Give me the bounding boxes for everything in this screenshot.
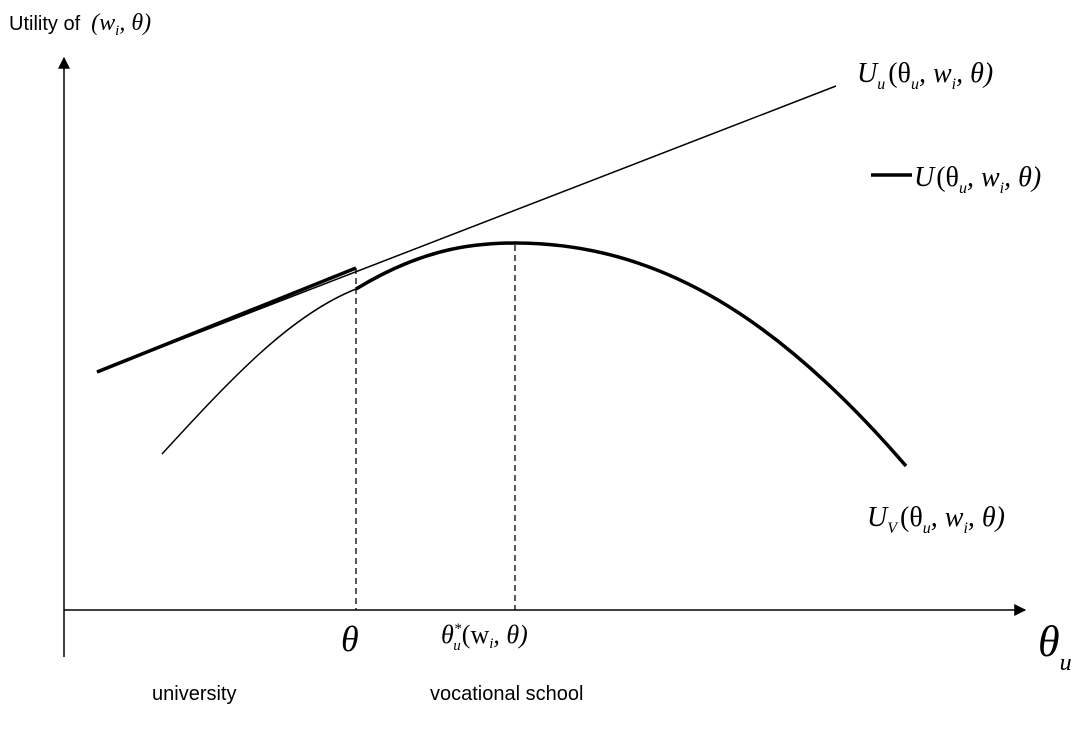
marker-theta: θ	[341, 619, 359, 659]
x-axis-label: θu	[1038, 617, 1072, 676]
marker-theta-star: θ* u(wi, θ)	[441, 620, 528, 654]
label-U: U(θu, wi, θ)	[914, 162, 1041, 197]
curve-U-V-left	[161, 288, 357, 455]
region-vocational-school: vocational school	[430, 683, 583, 705]
y-axis-label: Utility of (wi, θ)	[9, 10, 151, 39]
label-U-V: UV (θu, wi, θ)	[867, 502, 1005, 537]
envelope-line-segment	[96, 266, 357, 374]
envelope-curve-segment	[355, 241, 908, 468]
region-university: university	[152, 683, 236, 705]
label-U-u: Uu (θu, wi, θ)	[857, 58, 993, 93]
